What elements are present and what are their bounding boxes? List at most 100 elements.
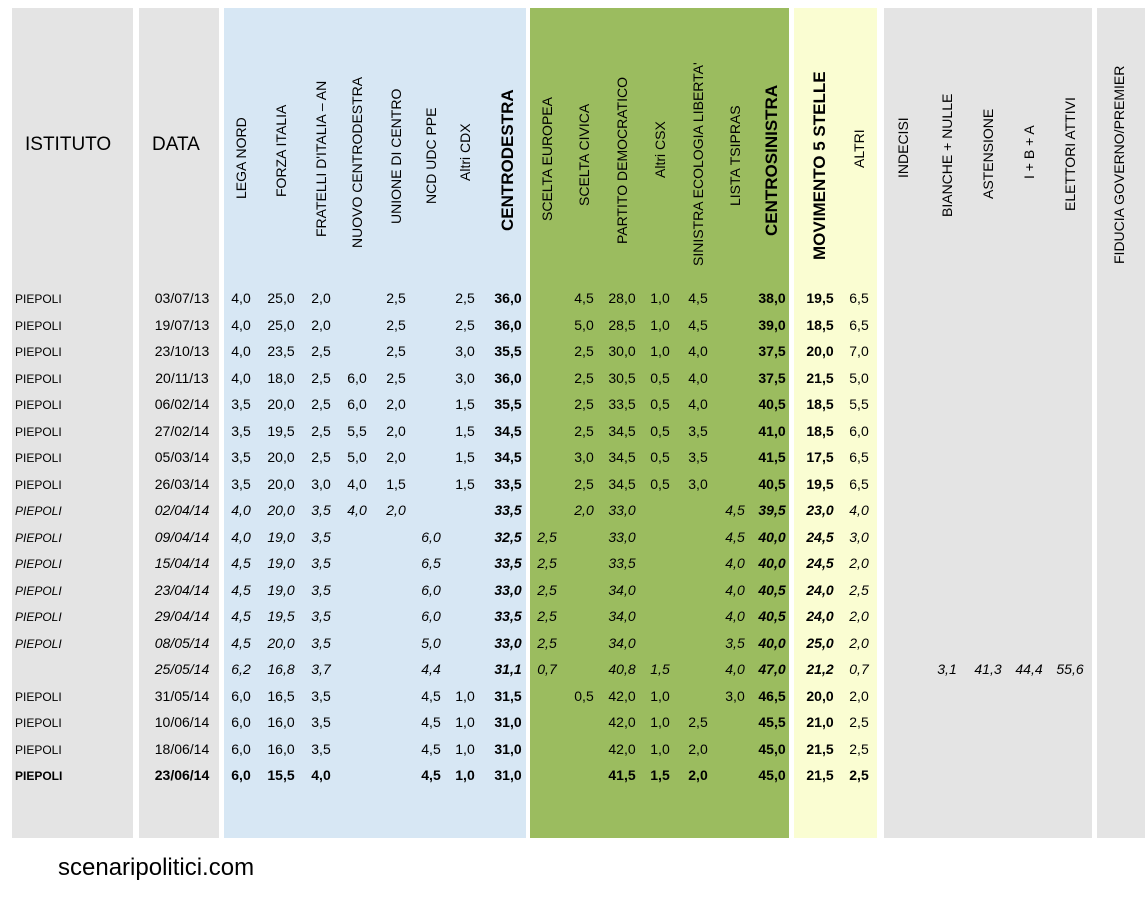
- cell-sel: 3,5: [688, 449, 708, 465]
- cell-centrodestra: 33,5: [494, 608, 522, 624]
- cell-centrodestra: 33,5: [494, 502, 522, 518]
- cell-forza-italia: 20,0: [267, 502, 295, 518]
- cell-altri-csx: 0,5: [650, 370, 670, 386]
- cell-partito-democratico: 40,8: [608, 661, 636, 677]
- cell-fratelli-italia: 2,5: [311, 423, 331, 439]
- cell-centrodestra: 31,0: [494, 767, 522, 783]
- cell-ncd-udc-ppe: 6,0: [421, 608, 441, 624]
- cell-altri: 0,7: [849, 661, 869, 677]
- m5s-band: [794, 8, 877, 838]
- cell-centrosinistra: 39,0: [758, 317, 786, 333]
- cell-sel: 3,5: [688, 423, 708, 439]
- cell-unione-di-centro: 2,5: [386, 290, 406, 306]
- cell-fratelli-italia: 2,5: [311, 449, 331, 465]
- cell-forza-italia: 16,0: [267, 741, 295, 757]
- row-15-istituto: PIEPOLI: [15, 690, 62, 704]
- cell-centrodestra: 36,0: [494, 370, 522, 386]
- cell-lega-nord: 3,5: [231, 449, 251, 465]
- row-9-date: 09/04/14: [154, 529, 210, 545]
- cell-m5s: 24,5: [806, 555, 834, 571]
- cell-m5s: 24,0: [806, 608, 834, 624]
- cell-ncd-udc-ppe: 4,5: [421, 688, 441, 704]
- stats-band: [884, 8, 1092, 838]
- cell-partito-democratico: 34,5: [608, 423, 636, 439]
- cell-altri-cdx: 1,0: [455, 741, 475, 757]
- cell-altri: 2,0: [849, 555, 869, 571]
- cell-scelta-civica: 5,0: [574, 317, 594, 333]
- cell-forza-italia: 20,0: [267, 449, 295, 465]
- cell-altri: 7,0: [849, 343, 869, 359]
- row-3-date: 20/11/13: [155, 370, 209, 386]
- cell-altri-csx: 1,0: [650, 714, 670, 730]
- cell-scelta-civica: 2,5: [574, 423, 594, 439]
- cell-centrosinistra: 45,0: [758, 741, 786, 757]
- cell-partito-democratico: 34,0: [608, 582, 636, 598]
- row-1-date: 19/07/13: [154, 317, 210, 333]
- cell-centrodestra: 33,5: [494, 476, 522, 492]
- cell-forza-italia: 25,0: [267, 317, 295, 333]
- cell-ncd-udc-ppe: 6,5: [421, 555, 441, 571]
- cell-centrodestra: 35,5: [494, 396, 522, 412]
- row-11-istituto: PIEPOLI: [15, 584, 62, 598]
- cell-fratelli-italia: 3,5: [311, 714, 331, 730]
- cell-scelta-civica: 2,5: [574, 396, 594, 412]
- cell-forza-italia: 19,5: [267, 423, 295, 439]
- row-18-date: 23/06/14: [154, 767, 210, 783]
- cell-lega-nord: 6,0: [231, 714, 251, 730]
- cell-altri-cdx: 3,0: [455, 370, 475, 386]
- row-17-date: 18/06/14: [154, 741, 210, 757]
- cell-altri: 6,5: [849, 476, 869, 492]
- cell-ncd-udc-ppe: 4,5: [421, 741, 441, 757]
- data-column-band: [139, 8, 219, 838]
- cell-m5s: 19,5: [806, 476, 834, 492]
- row-7-date: 26/03/14: [154, 476, 210, 492]
- column-header-unione-di-centro: UNIONE DI CENTRO: [388, 88, 404, 224]
- cell-sel: 4,0: [688, 370, 708, 386]
- cell-lega-nord: 4,0: [231, 502, 251, 518]
- cell-partito-democratico: 42,0: [608, 714, 636, 730]
- cell-forza-italia: 19,0: [267, 555, 295, 571]
- cell-altri-csx: 1,5: [650, 661, 670, 677]
- column-header-elettori-attivi: ELETTORI ATTIVI: [1062, 97, 1078, 211]
- row-12-istituto: PIEPOLI: [15, 610, 62, 624]
- cell-sel: 2,0: [688, 767, 708, 783]
- cell-altri-cdx: 1,0: [455, 688, 475, 704]
- cell-partito-democratico: 30,5: [608, 370, 636, 386]
- cell-altri-csx: 1,0: [650, 317, 670, 333]
- cell-fratelli-italia: 2,0: [311, 317, 331, 333]
- cell-altri: 2,0: [849, 635, 869, 651]
- cell-fratelli-italia: 3,7: [311, 661, 331, 677]
- cell-lega-nord: 6,0: [231, 741, 251, 757]
- cell-centrosinistra: 40,0: [758, 555, 786, 571]
- cell-unione-di-centro: 1,5: [386, 476, 406, 492]
- cell-scelta-civica: 2,0: [574, 502, 594, 518]
- cell-lista-tsipras: 3,0: [725, 688, 745, 704]
- cell-lista-tsipras: 3,5: [725, 635, 745, 651]
- cell-fratelli-italia: 3,5: [311, 608, 331, 624]
- cell-unione-di-centro: 2,5: [386, 343, 406, 359]
- cell-altri: 4,0: [849, 502, 869, 518]
- cell-m5s: 24,0: [806, 582, 834, 598]
- cell-nuovo-centrodestra: 6,0: [347, 396, 367, 412]
- cell-centrodestra: 31,0: [494, 741, 522, 757]
- column-header-altri-cdx: Altri CDX: [457, 123, 473, 181]
- cell-nuovo-centrodestra: 4,0: [347, 502, 367, 518]
- cell-fratelli-italia: 3,5: [311, 529, 331, 545]
- cell-centrosinistra: 46,5: [758, 688, 786, 704]
- cell-scelta-europea: 2,5: [537, 635, 557, 651]
- cell-altri: 6,5: [849, 290, 869, 306]
- centrodestra-band: [224, 8, 526, 838]
- cell-astensione: 41,3: [974, 661, 1002, 677]
- cell-altri-cdx: 1,5: [455, 423, 475, 439]
- column-header-astensione: ASTENSIONE: [980, 108, 996, 199]
- cell-forza-italia: 25,0: [267, 290, 295, 306]
- cell-altri-csx: 1,5: [650, 767, 670, 783]
- cell-nuovo-centrodestra: 6,0: [347, 370, 367, 386]
- cell-fratelli-italia: 4,0: [311, 767, 331, 783]
- cell-scelta-europea: 2,5: [537, 608, 557, 624]
- cell-centrodestra: 31,1: [494, 661, 522, 677]
- cell-fratelli-italia: 3,5: [311, 635, 331, 651]
- cell-altri: 6,0: [849, 423, 869, 439]
- cell-fratelli-italia: 2,0: [311, 290, 331, 306]
- cell-centrosinistra: 39,5: [758, 502, 786, 518]
